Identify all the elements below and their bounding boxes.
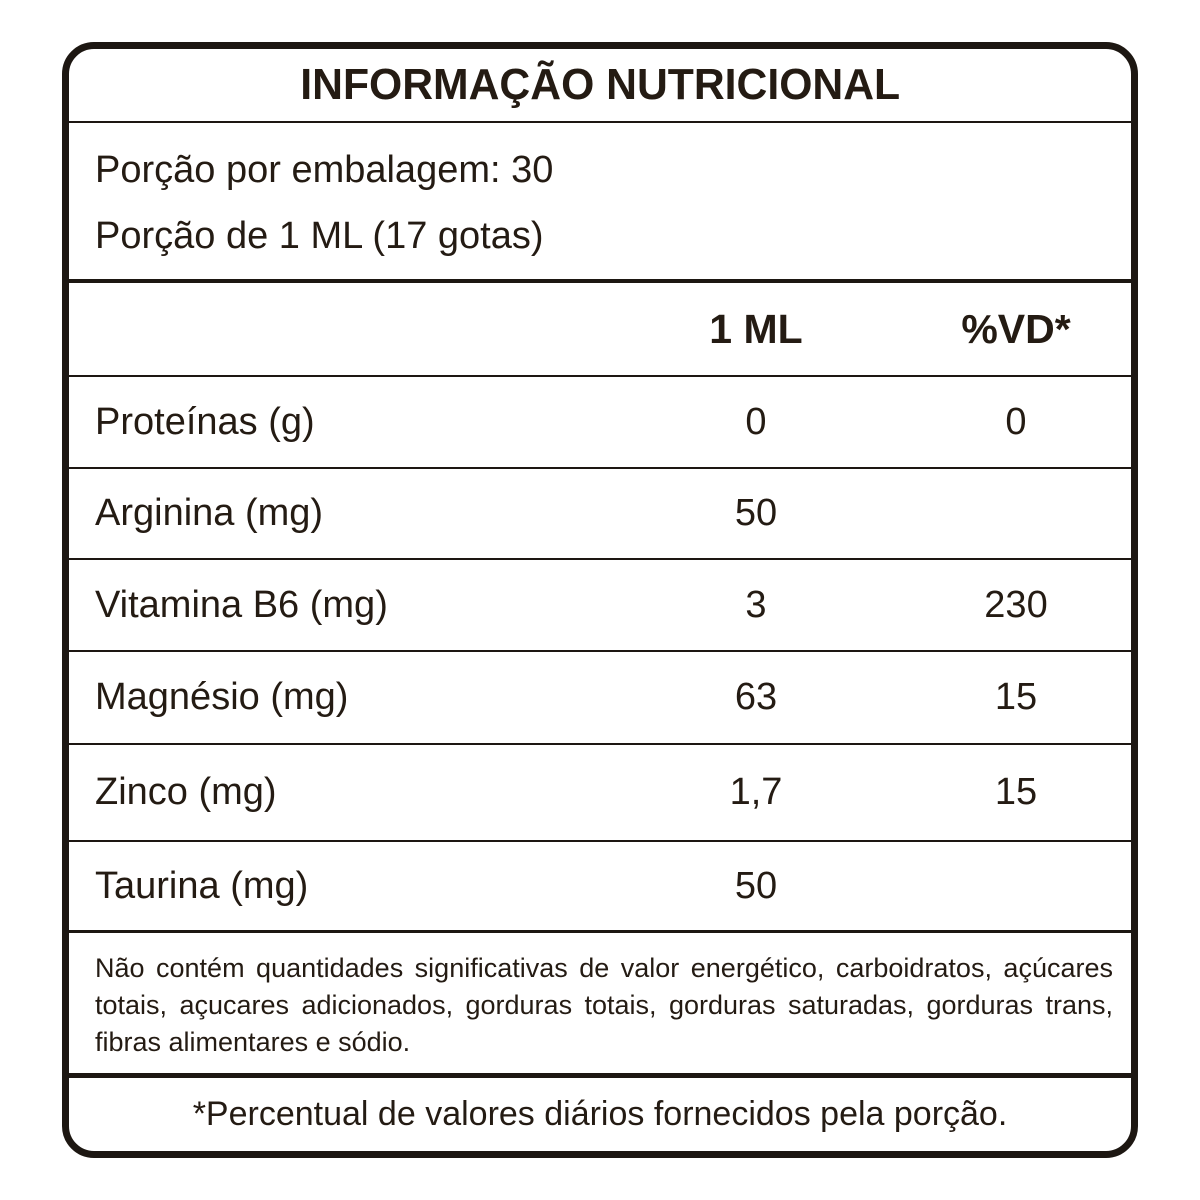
serving-section: Porção por embalagem: 30 Porção de 1 ML … xyxy=(69,123,1131,283)
nutrient-dv: 15 xyxy=(994,771,1038,813)
nutrient-dv: 0 xyxy=(1005,400,1027,443)
nutrient-name: Arginina (mg) xyxy=(95,492,324,534)
nutrient-amount: 50 xyxy=(734,492,778,534)
nutrient-dv: 15 xyxy=(994,676,1038,718)
nutrient-name: Vitamina B6 (mg) xyxy=(95,583,388,626)
nutrient-row-proteinas: Proteínas (g) 0 0 xyxy=(69,377,1131,469)
nutrient-amount: 0 xyxy=(745,400,767,443)
nutrient-amount: 63 xyxy=(734,676,778,718)
nutrient-name: Proteínas (g) xyxy=(95,400,315,443)
nutrient-name: Magnésio (mg) xyxy=(95,676,349,718)
servings-per-package: Porção por embalagem: 30 xyxy=(95,149,554,191)
nutrient-row-zinco: Zinco (mg) 1,7 15 xyxy=(69,745,1131,842)
nutrient-row-taurina: Taurina (mg) 50 xyxy=(69,842,1131,933)
nutrient-amount: 1,7 xyxy=(729,771,783,813)
column-header-amount: 1 ML xyxy=(709,305,803,352)
nutrient-amount: 50 xyxy=(734,864,778,907)
nutrient-amount: 3 xyxy=(745,583,767,626)
column-header-dv: %VD* xyxy=(961,305,1071,352)
nutrient-row-vitamina-b6: Vitamina B6 (mg) 3 230 xyxy=(69,560,1131,652)
serving-size: Porção de 1 ML (17 gotas) xyxy=(95,215,544,257)
nutrient-name: Taurina (mg) xyxy=(95,864,309,907)
daily-values-footnote: *Percentual de valores diários fornecido… xyxy=(192,1095,1008,1133)
nutrient-dv: 230 xyxy=(984,583,1048,626)
nutrient-row-arginina: Arginina (mg) 50 xyxy=(69,469,1131,560)
nutrition-facts-label: INFORMAÇÃO NUTRICIONAL Porção por embala… xyxy=(62,42,1138,1158)
label-title-text: INFORMAÇÃO NUTRICIONAL xyxy=(300,60,900,109)
columns-header-row: 1 ML %VD* xyxy=(69,283,1131,377)
nutrient-row-magnesio: Magnésio (mg) 63 15 xyxy=(69,652,1131,745)
nutrient-name: Zinco (mg) xyxy=(95,771,277,813)
label-title: INFORMAÇÃO NUTRICIONAL xyxy=(69,49,1131,123)
no-significant-amounts-note: Não contém quantidades significativas de… xyxy=(69,933,1131,1078)
